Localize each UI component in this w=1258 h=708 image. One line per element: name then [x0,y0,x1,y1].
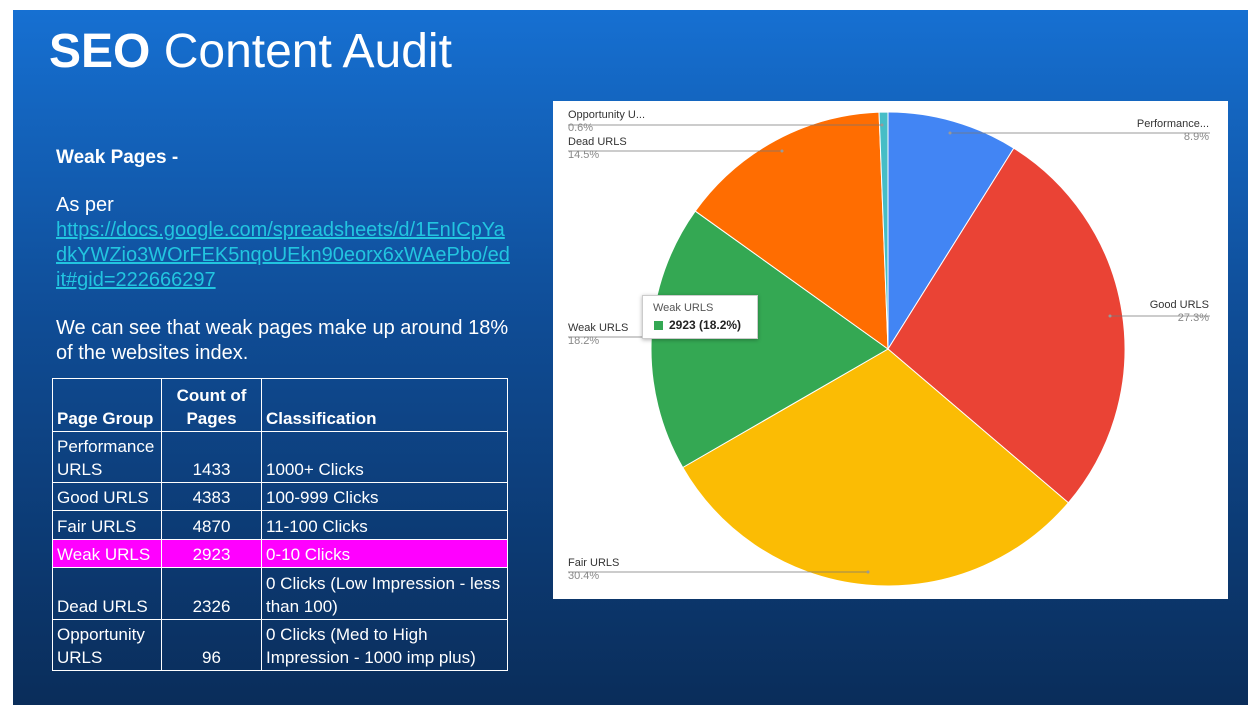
slice-label: Good URLS [1150,299,1209,311]
slice-label: Weak URLS [568,322,628,334]
tooltip-title: Weak URLS [653,302,714,314]
header-cell: Page Group [52,378,162,432]
slice-percent: 0.6% [568,122,593,134]
tooltip: Weak URLS 2923 (18.2%) [642,295,758,339]
title-rest: Content Audit [163,25,452,78]
intro-text: As per [56,194,114,216]
table-cell: Dead URLS [52,567,162,620]
table-row: Dead URLS 2326 0 Clicks (Low Impression - … [52,567,508,620]
slice-percent: 14.5% [568,149,599,161]
table-row: Performance URLS 1433 1000+ Clicks [52,431,508,483]
table-cell: 100-999 Clicks [261,482,508,511]
link[interactable]: https://docs.google.com/spreadsheets/d/1… [56,219,510,291]
table-cell: Performance URLS [52,431,162,483]
leader-dot [880,123,884,127]
slice-percent: 18.2% [568,335,599,347]
table-cell: 4870 [161,510,262,540]
table-cell: Weak URLS [52,539,162,568]
title-bold: SEO [49,25,151,78]
table-cell: 2326 [161,567,262,620]
table-cell: 0 Clicks (Med to High Impression - 1000 … [261,619,508,671]
table-cell: Fair URLS [52,510,162,540]
title: SEO Content Audit [49,24,452,79]
slice-label: Performance... [1137,118,1209,130]
pie-slice [682,348,1070,587]
summary: We can see that weak pages make up aroun… [56,317,509,364]
table-row: Fair URLS 4870 11-100 Clicks [52,510,508,540]
table-cell: 11-100 Clicks [261,510,508,540]
table-cell: Opportunity URLS [52,619,162,671]
leader-dot [948,131,952,135]
pie-slice [887,147,1126,504]
table-cell: 0-10 Clicks [261,539,508,568]
table-cell: 1000+ Clicks [261,431,508,483]
table-cell: 96 [161,619,262,671]
table-cell: Good URLS [52,482,162,511]
slice-label: Dead URLS [568,136,627,148]
table-row: Good URLS 4383 100-999 Clicks [52,482,508,511]
slice-percent: 30.4% [568,570,599,582]
slice-label: Fair URLS [568,557,619,569]
leader-dot [866,570,870,574]
header-cell: Classification [261,378,508,432]
slice-label: Opportunity U... [568,109,645,121]
header-cell: Count of Pages [161,378,262,432]
pie-slice [694,111,889,350]
tooltip-text: 2923 (18.2%) [669,318,742,332]
heading: Weak Pages - [56,147,179,168]
table: Page Group Count of Pages Classification… [52,378,508,671]
leader-dot [780,149,784,153]
slice-percent: 27.3% [1178,312,1209,324]
table-row: Weak URLS 2923 0-10 Clicks [52,539,508,568]
leader-dot [1108,314,1112,318]
slice-percent: 8.9% [1184,131,1209,143]
table-header: Page Group Count of Pages Classification [52,378,508,432]
pie-slice [887,111,1015,351]
table-row: Opportunity URLS 96 0 Clicks (Med to High … [52,619,508,671]
table-cell: 2923 [161,539,262,568]
intro: As per https://docs.google.com/spreadshee… [56,193,511,293]
table-cell: 1433 [161,431,262,483]
tooltip-swatch [654,321,663,330]
table-cell: 0 Clicks (Low Impression - less than 100… [261,567,508,620]
table-cell: 4383 [161,482,262,511]
pie-slice [878,111,889,350]
